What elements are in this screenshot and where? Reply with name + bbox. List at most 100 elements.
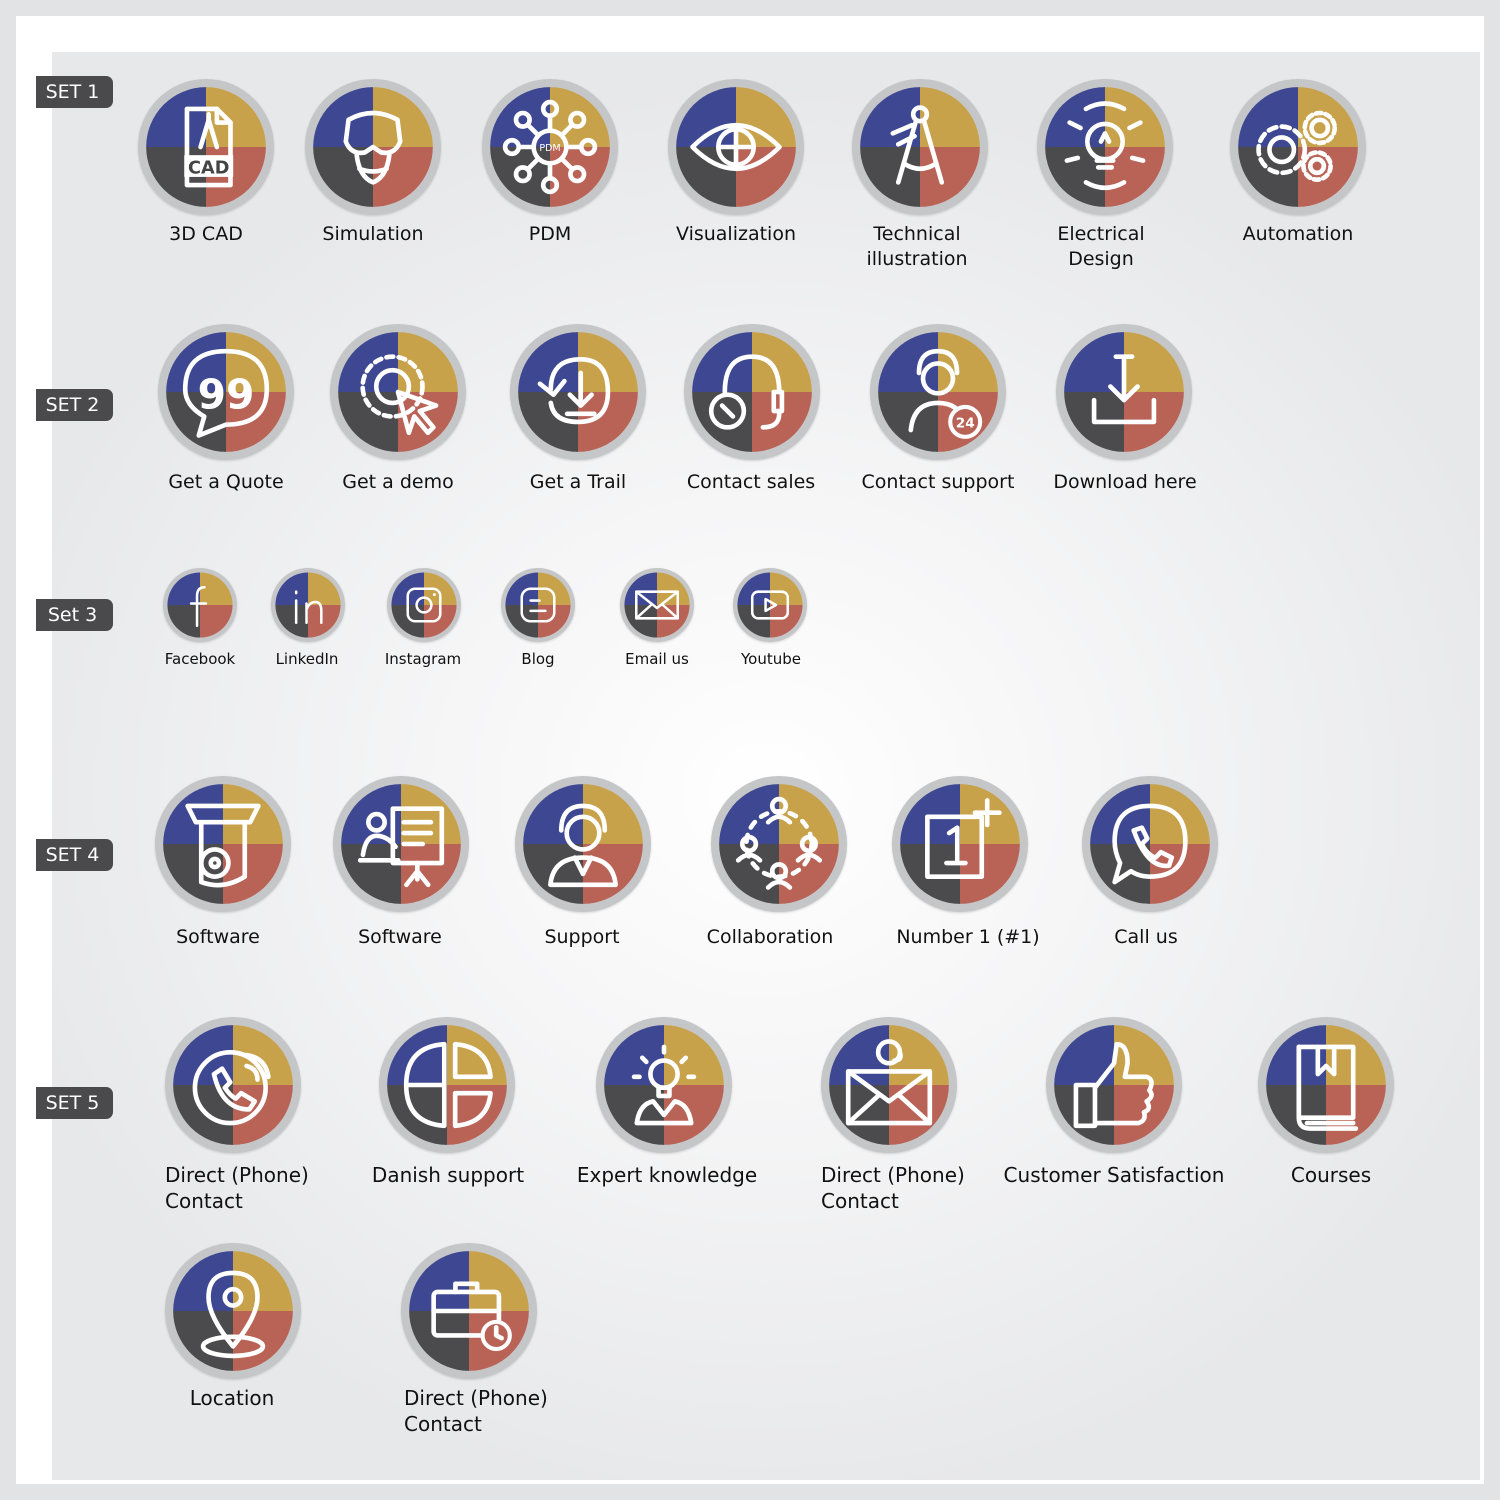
icon-caption: Expert knowledge: [517, 1162, 817, 1188]
cursor-click-icon: [338, 332, 458, 452]
icon-caption: Instagram: [273, 650, 573, 670]
eye-icon: [676, 87, 796, 207]
support-person-icon: [523, 784, 643, 904]
icon-caption-line: Email us: [625, 650, 689, 668]
svg-text:PDM: PDM: [539, 143, 560, 154]
phone-ring-icon: [173, 1025, 293, 1145]
icon-disc: [1230, 79, 1366, 215]
quote-bubble-icon: 99: [166, 332, 286, 452]
icon-caption: Danish support: [298, 1162, 598, 1188]
icon-caption: Get a Trail: [428, 470, 728, 495]
set-5-tag: SET 5: [36, 1087, 113, 1119]
software-box-icon: [163, 784, 283, 904]
icon-caption: Software: [250, 925, 550, 950]
envelope-icon: [624, 572, 690, 638]
icon-caption-line: Direct (Phone): [404, 1386, 548, 1410]
icon-disc: [668, 79, 804, 215]
icon-disc: [596, 1017, 732, 1153]
icon-caption-line: Contact: [404, 1412, 482, 1437]
icon-caption-line: Direct (Phone): [165, 1163, 309, 1187]
idea-person-icon: [604, 1025, 724, 1145]
icon-caption-line: Contact: [165, 1189, 243, 1214]
icon-disc: [501, 568, 575, 642]
icon-caption: 3D CAD: [56, 222, 356, 247]
youtube-icon: [737, 572, 803, 638]
icon-caption-line: Direct (Phone): [821, 1163, 965, 1187]
set-3-tag: Set 3: [36, 599, 113, 631]
icon-caption-line: Design: [1068, 248, 1134, 271]
icon-caption: Automation: [1148, 222, 1448, 247]
icon-caption-line: Get a demo: [342, 471, 454, 493]
icon-caption-line: Contact sales: [686, 471, 816, 493]
icon-caption-line: Courses: [1290, 1163, 1372, 1187]
set-2-tag: SET 2: [36, 389, 113, 421]
icon-caption: Get a demo: [248, 470, 548, 495]
icon-caption-line: Customer Satisfaction: [1003, 1163, 1225, 1187]
svg-text:24: 24: [956, 415, 975, 431]
presentation-board-icon: [341, 784, 461, 904]
icon-caption: Customer Satisfaction: [964, 1162, 1264, 1188]
icon-caption: Contact support: [788, 470, 1088, 495]
location-pin-icon: [173, 1251, 293, 1371]
cad-file-icon: CAD: [146, 87, 266, 207]
icon-caption-line: illustration: [866, 248, 968, 271]
linkedin-icon: [275, 572, 341, 638]
icon-caption: Direct (Phone) Contact: [165, 1162, 309, 1215]
icon-disc: [684, 324, 820, 460]
icon-caption: Blog: [388, 650, 688, 670]
icon-caption: Call us: [996, 925, 1296, 950]
icon-disc: [892, 776, 1028, 912]
whatsapp-phone-icon: [1090, 784, 1210, 904]
icon-disc: [155, 776, 291, 912]
icon-disc: [305, 79, 441, 215]
set-1-tag: SET 1: [36, 76, 113, 108]
icon-caption-line: Electrical: [1057, 223, 1145, 245]
icon-caption: Download here: [975, 470, 1275, 495]
icon-disc: [711, 776, 847, 912]
gears-icon: [1238, 87, 1358, 207]
icon-caption: Contact sales: [601, 470, 901, 495]
icon-caption-line: Collaboration: [706, 926, 834, 948]
icon-caption-line: Facebook: [164, 650, 236, 668]
icon-caption: Software: [68, 925, 368, 950]
icon-disc: [620, 568, 694, 642]
icon-disc: [271, 568, 345, 642]
icon-disc: [401, 1243, 537, 1379]
icon-caption: Technical illustration: [767, 222, 1067, 272]
icon-caption: Email us: [507, 650, 807, 670]
icon-disc: 99: [158, 324, 294, 460]
icon-caption: Electrical Design: [951, 222, 1251, 272]
icon-caption-line: LinkedIn: [275, 650, 339, 668]
icon-disc: [1258, 1017, 1394, 1153]
icon-caption-line: Contact support: [861, 471, 1015, 493]
icon-caption: Visualization: [586, 222, 886, 247]
icon-disc: [330, 324, 466, 460]
icon-caption: Location: [82, 1385, 382, 1411]
icon-caption-line: Software: [176, 926, 260, 948]
vr-headset-icon: [313, 87, 433, 207]
icon-disc: [510, 324, 646, 460]
download-arrow-icon: [518, 332, 638, 452]
icon-disc: [515, 776, 651, 912]
icon-caption: LinkedIn: [157, 650, 457, 670]
icon-caption-line: Call us: [1114, 926, 1178, 948]
icon-caption-line: Instagram: [384, 650, 462, 668]
icon-disc: [1082, 776, 1218, 912]
pdm-network-icon: PDM: [490, 87, 610, 207]
lightbulb-circuit-icon: [1045, 87, 1165, 207]
icon-caption: PDM: [400, 222, 700, 247]
icon-caption: Support: [432, 925, 732, 950]
icon-caption-line: Youtube: [741, 650, 801, 668]
icon-disc: PDM: [482, 79, 618, 215]
collaboration-people-icon: [719, 784, 839, 904]
icon-caption-line: Technical: [873, 223, 961, 245]
icon-caption-line: Contact: [821, 1189, 899, 1214]
blogger-icon: [505, 572, 571, 638]
icon-disc: [379, 1017, 515, 1153]
icon-caption: Number 1 (#1): [818, 925, 1118, 950]
thumbs-up-icon: [1054, 1025, 1174, 1145]
icon-disc: [852, 79, 988, 215]
icon-disc: 24: [870, 324, 1006, 460]
poster-frame: [16, 16, 1484, 1484]
compass-drafting-icon: [860, 87, 980, 207]
